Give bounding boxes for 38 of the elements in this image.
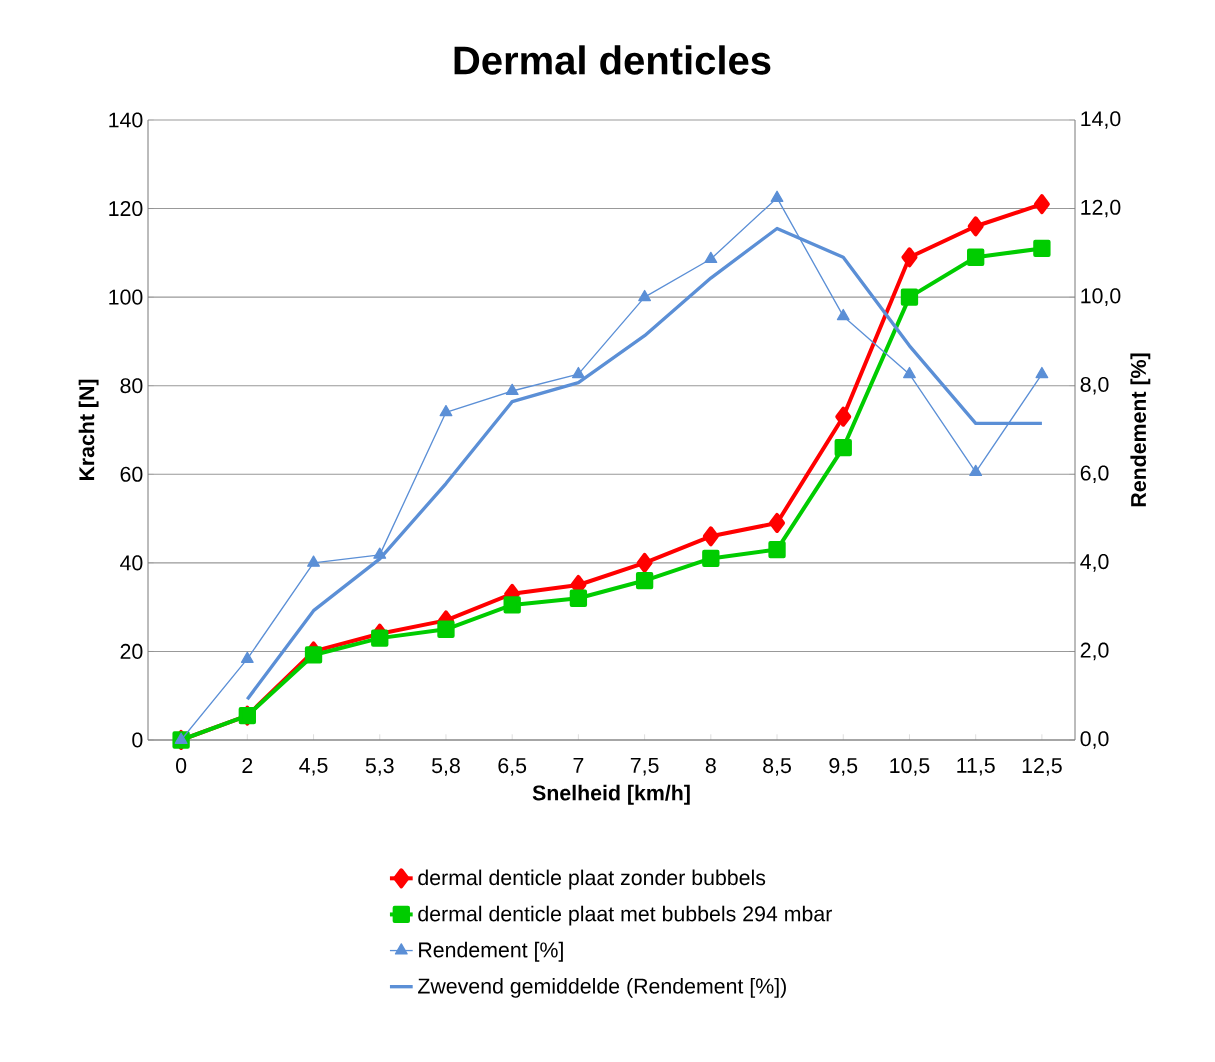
- y-tick-label: 20: [120, 643, 143, 659]
- x-tick-label: 10,5: [890, 758, 930, 776]
- y-tick-label: 100: [109, 289, 143, 305]
- x-tick-label: 5,3: [365, 758, 394, 776]
- legend-label: dermal denticle plaat zonder bubbels: [418, 869, 766, 890]
- y-axis-title: Kracht [N]: [78, 379, 99, 481]
- y-tick-label: 140: [109, 112, 143, 128]
- legend-label: dermal denticle plaat met bubbels 294 mbar: [418, 905, 832, 926]
- y-tick-label: 40: [120, 555, 143, 571]
- x-tick-label: 8: [705, 758, 716, 774]
- y-tick-label: 60: [120, 466, 143, 482]
- x-tick-label: 7: [573, 758, 584, 773]
- y-tick-label: 80: [120, 378, 143, 394]
- y2-tick-label: 12,0: [1081, 199, 1121, 218]
- y2-tick-label: 4,0: [1080, 554, 1109, 572]
- y2-tick-label: 2,0: [1080, 642, 1109, 661]
- x-tick-label: 11,5: [957, 758, 995, 776]
- y2-tick-label: 8,0: [1080, 376, 1109, 395]
- x-tick-label: 2: [242, 758, 253, 773]
- legend-label: Zwevend gemiddelde (Rendement [%]): [418, 977, 786, 998]
- x-tick-label: 9,5: [829, 758, 858, 776]
- x-tick-label: 4,5: [299, 758, 328, 776]
- x-tick-label: 0: [176, 758, 187, 774]
- x-tick-label: 5,8: [432, 758, 460, 776]
- y2-axis-title: Rendement [%]: [1130, 353, 1151, 507]
- y-tick-label: 0: [132, 732, 143, 748]
- legend-label: Rendement [%]: [419, 941, 563, 962]
- y2-tick-label: 10,0: [1081, 288, 1121, 306]
- x-tick-label: 8,5: [763, 758, 791, 776]
- y-tick-label: 120: [109, 201, 143, 217]
- x-tick-label: 7,5: [630, 758, 659, 776]
- y2-tick-label: 0,0: [1080, 731, 1109, 749]
- x-tick-label: 6,5: [498, 758, 527, 776]
- chart-title: Dermal denticles: [454, 45, 771, 75]
- y2-tick-label: 14,0: [1081, 111, 1121, 129]
- x-axis-title: Snelheid [km/h]: [532, 784, 690, 805]
- x-tick-label: 12,5: [1022, 758, 1062, 776]
- y2-tick-label: 6,0: [1080, 465, 1109, 484]
